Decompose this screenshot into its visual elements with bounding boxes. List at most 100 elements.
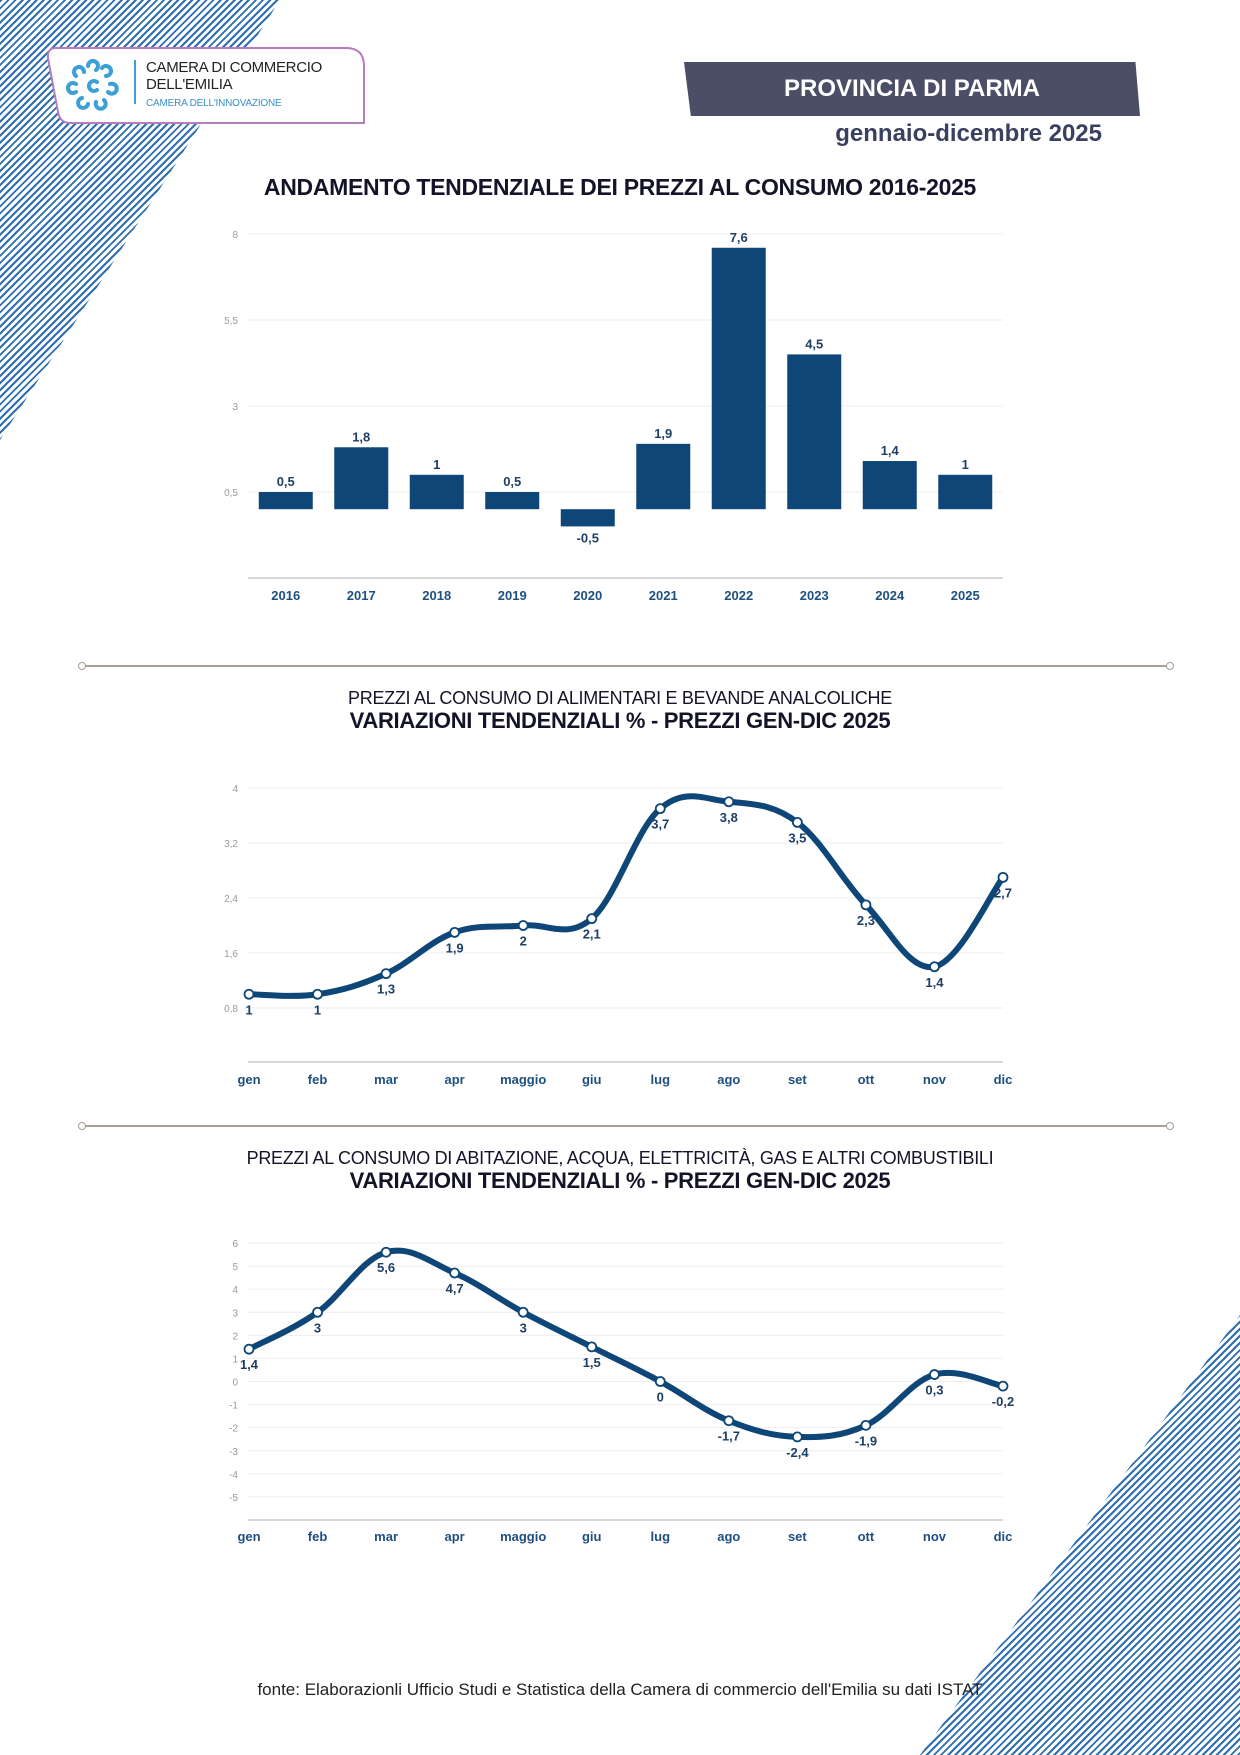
data-point (586, 913, 598, 925)
chart3-subtitle: PREZZI AL CONSUMO DI ABITAZIONE, ACQUA, … (246, 1148, 994, 1168)
x-tick-label: maggio (500, 1072, 546, 1087)
x-tick-label: ago (717, 1529, 740, 1544)
x-tick-label: dic (994, 1072, 1013, 1087)
source-note: fonte: Elaborazionli Ufficio Studi e Sta… (257, 1680, 983, 1699)
x-tick-label: set (788, 1529, 807, 1544)
data-point (791, 1431, 803, 1443)
y-tick-label: 6 (232, 1239, 238, 1250)
chart3-title: VARIAZIONI TENDENZIALI % - PREZZI GEN-DI… (349, 1168, 891, 1193)
y-tick-label: 5,5 (224, 316, 238, 327)
chamber-of-commerce-logo-icon (66, 59, 119, 111)
bar (334, 447, 389, 510)
data-label: -0,2 (992, 1394, 1014, 1409)
data-point (449, 1267, 461, 1279)
x-tick-label: nov (923, 1529, 947, 1544)
y-tick-label: -5 (229, 1493, 238, 1504)
x-tick-label: apr (445, 1072, 465, 1087)
data-label: 3,5 (788, 830, 806, 845)
data-label: 1,5 (583, 1355, 601, 1370)
data-label: 5,6 (377, 1260, 395, 1275)
data-point (997, 1380, 1009, 1392)
bar-value-label: 1 (433, 457, 440, 472)
x-tick-label: feb (308, 1529, 328, 1544)
data-point (380, 968, 392, 980)
data-label: 3,7 (651, 817, 669, 832)
report-period: gennaio-dicembre 2025 (835, 120, 1102, 147)
y-tick-label: 5 (232, 1262, 238, 1273)
bar-value-label: 0,5 (503, 474, 521, 489)
data-label: 2,3 (857, 913, 875, 928)
data-point (997, 871, 1009, 883)
x-tick-label: maggio (500, 1529, 546, 1544)
y-tick-label: 2,4 (224, 894, 238, 905)
y-tick-label: 4 (232, 784, 238, 795)
data-label: 3,8 (720, 810, 738, 825)
org-tagline: CAMERA DELL'INNOVAZIONE (146, 98, 282, 109)
data-point (517, 1306, 529, 1318)
data-point (243, 988, 255, 1000)
data-label: 2,7 (994, 885, 1012, 900)
y-tick-label: -3 (229, 1447, 238, 1458)
y-tick-label: 0 (232, 1378, 238, 1389)
data-label: 0 (657, 1390, 664, 1405)
data-label: 1 (314, 1002, 321, 1017)
org-name-line2: DELL'EMILIA (146, 76, 233, 93)
y-tick-label: 1,6 (224, 949, 238, 960)
data-label: 2,1 (583, 927, 601, 942)
bar (636, 443, 691, 510)
chart2-title: VARIAZIONI TENDENZIALI % - PREZZI GEN-DI… (349, 708, 891, 733)
x-tick-label: gen (237, 1529, 260, 1544)
x-tick-label: ott (858, 1072, 875, 1087)
x-tick-label: 2020 (573, 588, 602, 603)
y-tick-label: 0,8 (224, 1004, 238, 1015)
data-point (723, 796, 735, 808)
bar-value-label: 1,4 (881, 443, 900, 458)
y-tick-label: 0,5 (224, 488, 238, 499)
x-tick-label: 2016 (271, 588, 300, 603)
x-tick-label: giu (582, 1529, 602, 1544)
x-tick-label: giu (582, 1072, 602, 1087)
x-tick-label: ago (717, 1072, 740, 1087)
logo-separator (134, 60, 136, 104)
data-point (517, 920, 529, 931)
bar-value-label: 7,6 (730, 230, 748, 245)
y-tick-label: 1 (232, 1354, 238, 1365)
data-label: -1,9 (855, 1433, 877, 1448)
bar-value-label: 1,8 (352, 429, 370, 444)
x-tick-label: 2018 (422, 588, 451, 603)
data-label: 1,4 (925, 975, 944, 990)
y-tick-label: 3 (232, 1308, 238, 1319)
bar (258, 492, 313, 510)
x-tick-label: gen (237, 1072, 260, 1087)
data-label: -1,7 (718, 1429, 740, 1444)
x-tick-label: apr (445, 1529, 465, 1544)
series-line (246, 1247, 1006, 1441)
data-point (654, 803, 666, 815)
line-chart-housing-energy-prices: -5 -4 -3 -2 -1 0 1 2 3 4 5 6 1,4 gen 3 feb 5,6 mar 4,7 apr 3… (229, 1239, 1014, 1544)
data-point (312, 1306, 323, 1318)
data-point (380, 1246, 392, 1258)
x-tick-label: nov (923, 1072, 947, 1087)
data-point (586, 1341, 598, 1353)
data-label: 1,9 (446, 940, 464, 955)
y-tick-label: 2 (232, 1331, 238, 1342)
y-tick-label: -4 (229, 1470, 238, 1481)
x-tick-label: 2022 (724, 588, 753, 603)
data-label: 3 (314, 1320, 321, 1335)
bar (485, 492, 540, 510)
bar-value-label: 1,9 (654, 426, 672, 441)
data-point (860, 1419, 872, 1431)
x-tick-label: 2024 (875, 588, 905, 603)
logo-frame (46, 47, 365, 124)
y-tick-label: 8 (232, 230, 238, 241)
data-point (243, 1343, 255, 1355)
org-logo: CAMERA DI COMMERCIO DELL'EMILIA CAMERA D… (46, 46, 366, 124)
data-label: -2,4 (786, 1445, 809, 1460)
y-tick-label: 3,2 (224, 839, 238, 850)
bar-value-label: 4,5 (805, 336, 823, 351)
bar-chart-annual-inflation: 0,5 3 5,5 8 0,5 2016 1,8 2017 1 2018 0,5 2019 -0,5 20… (224, 230, 1003, 603)
y-tick-label: -2 (229, 1424, 238, 1435)
x-tick-label: lug (651, 1529, 671, 1544)
x-tick-label: 2019 (498, 588, 527, 603)
bar (409, 474, 464, 510)
